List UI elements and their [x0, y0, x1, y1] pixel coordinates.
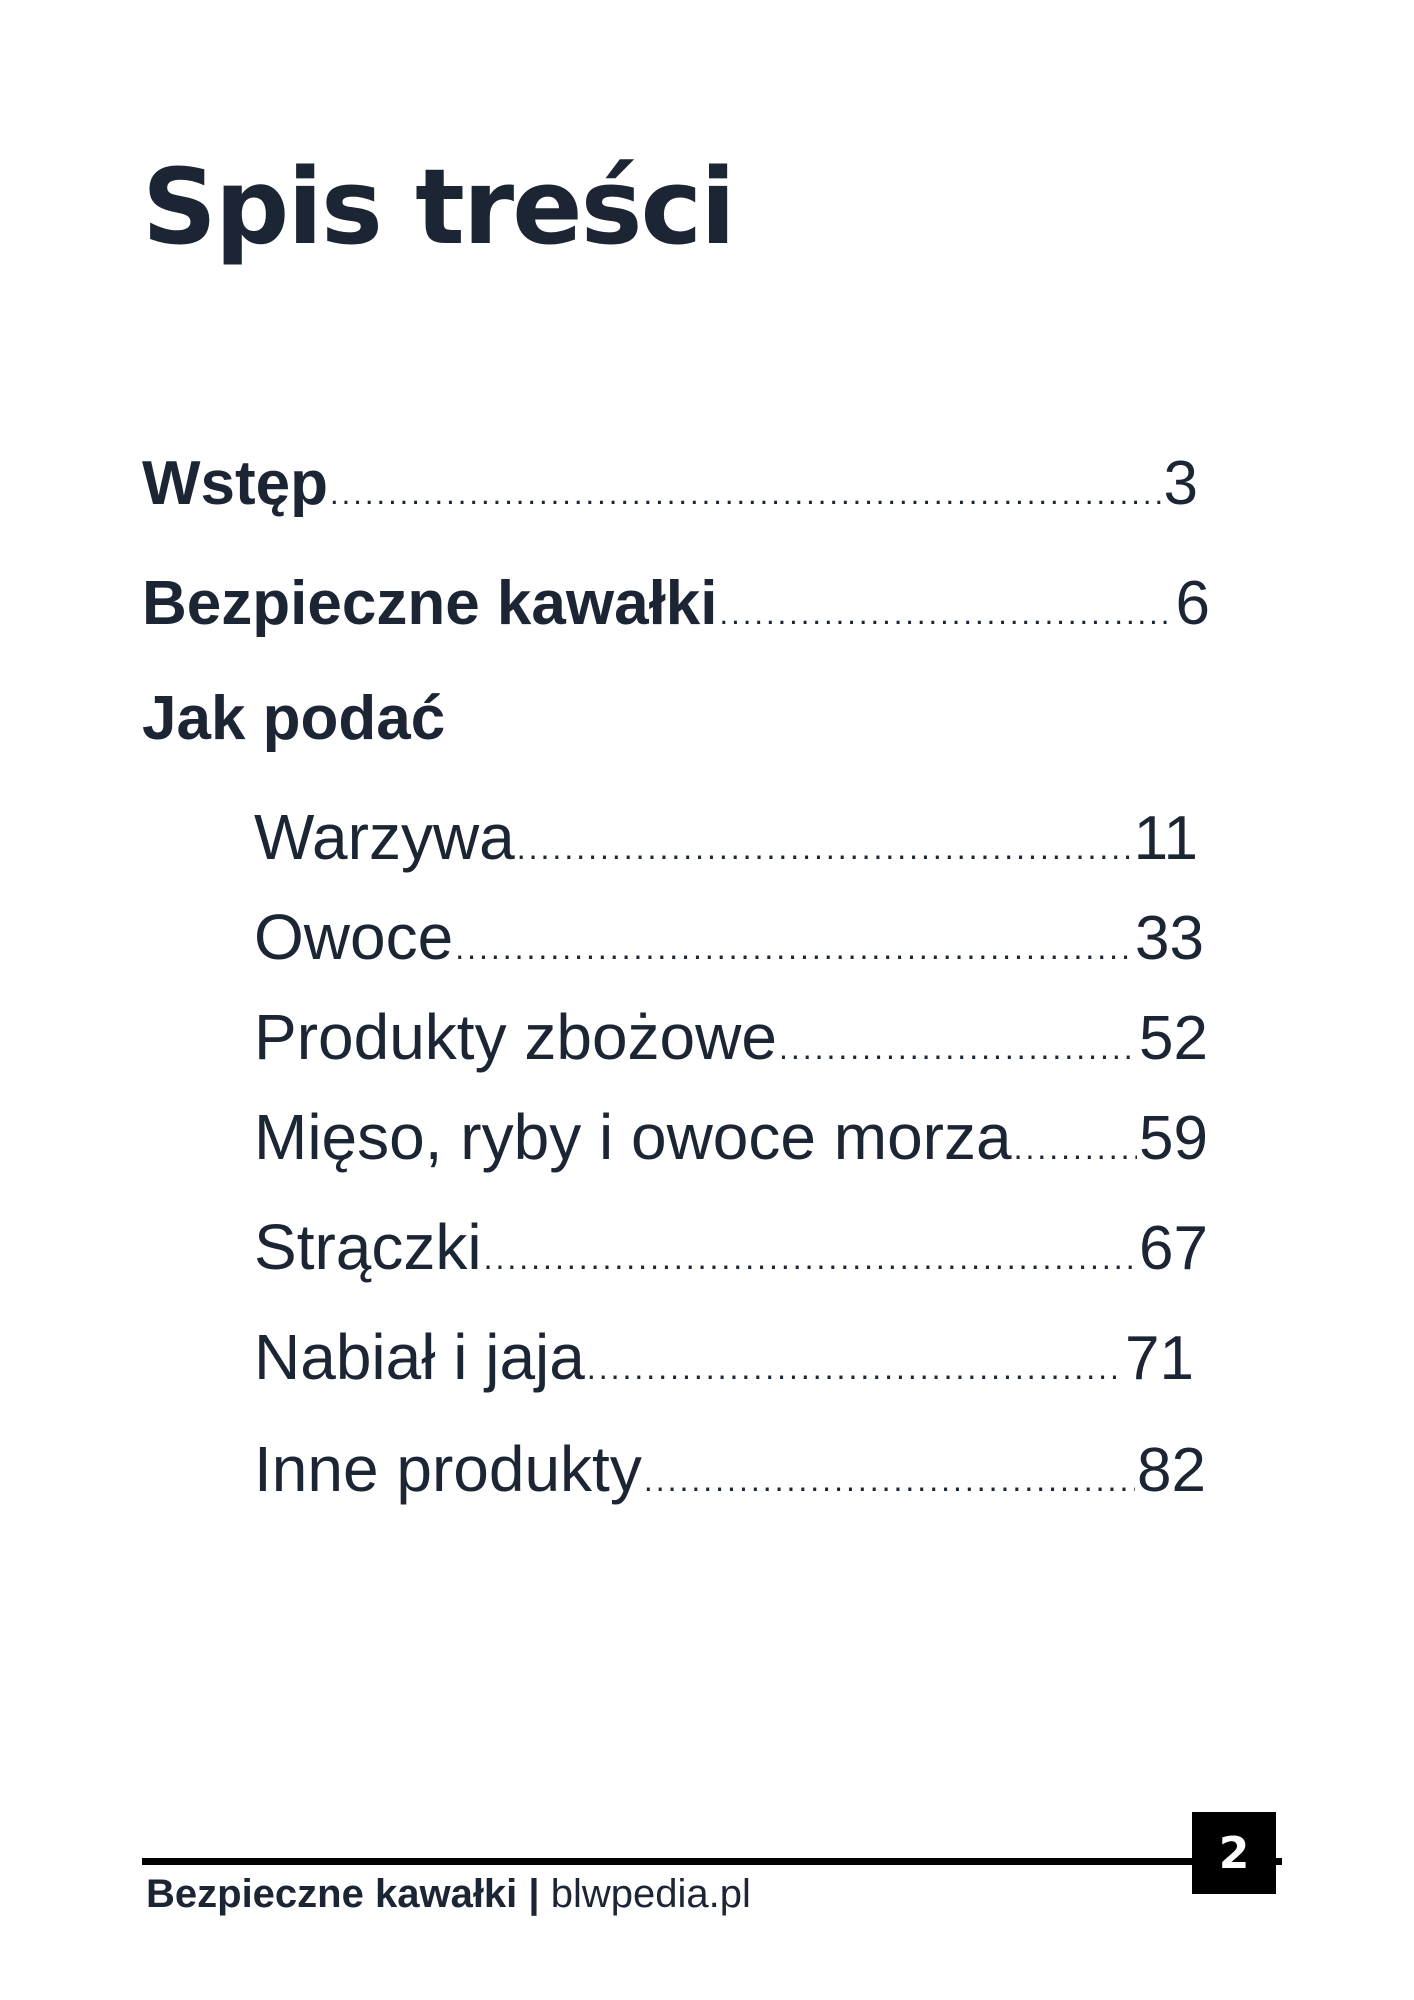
dot-leader: ........................................…	[1013, 1130, 1137, 1166]
toc-page-number: 3	[1163, 449, 1198, 518]
toc-entry-intro[interactable]: Wstęp ..................................…	[142, 448, 1198, 519]
toc-page-number: 67	[1139, 1214, 1208, 1283]
toc-entry-label: Nabiał i jaja	[254, 1321, 585, 1393]
toc-entry-dairy-eggs[interactable]: Nabiał i jaja ..........................…	[254, 1320, 1194, 1394]
toc-entry-label: Owoce	[254, 901, 454, 973]
toc-entry-meat-fish-seafood[interactable]: Mięso, ryby i owoce morza ..............…	[254, 1100, 1208, 1174]
toc-entry-legumes[interactable]: Strączki ...............................…	[254, 1210, 1208, 1284]
toc-entry-label: Produkty zbożowe	[254, 1001, 777, 1073]
dot-leader: ........................................…	[455, 930, 1133, 966]
dot-leader: ........................................…	[719, 596, 1174, 631]
dot-leader: ........................................…	[586, 1350, 1123, 1386]
dot-leader: ........................................…	[483, 1240, 1138, 1276]
toc-page-number: 33	[1135, 904, 1204, 973]
toc-entry-label: Wstęp	[142, 449, 328, 518]
toc-entry-label: Warzywa	[254, 801, 515, 873]
page-title: Spis treści	[142, 146, 736, 268]
toc-entry-grain-products[interactable]: Produkty zbożowe .......................…	[254, 1000, 1208, 1074]
toc-entry-label: Strączki	[254, 1211, 482, 1283]
page-number-badge: 2	[1192, 1812, 1276, 1894]
footer-site-link[interactable]: blwpedia.pl	[550, 1872, 751, 1916]
page-number: 2	[1218, 1827, 1250, 1879]
footer-separator: |	[528, 1872, 540, 1916]
dot-leader: ........................................…	[330, 476, 1162, 511]
section-heading-how-to-serve: Jak podać	[142, 684, 446, 753]
toc-entry-vegetables[interactable]: Warzywa ................................…	[254, 800, 1198, 874]
dot-leader: ........................................…	[778, 1030, 1137, 1066]
footer: Bezpieczne kawałki | blwpedia.pl	[146, 1872, 751, 1917]
toc-entry-label: Mięso, ryby i owoce morza	[254, 1101, 1012, 1173]
toc-page-number: 59	[1139, 1104, 1208, 1173]
footer-divider	[142, 1858, 1282, 1865]
toc-entry-fruits[interactable]: Owoce ..................................…	[254, 900, 1204, 974]
toc-page-number: 71	[1125, 1324, 1194, 1393]
toc-page-number: 6	[1175, 569, 1210, 638]
dot-leader: ........................................…	[516, 830, 1132, 866]
toc-page-number: 82	[1137, 1436, 1206, 1505]
footer-book-title: Bezpieczne kawałki	[146, 1872, 518, 1916]
toc-entry-safe-pieces[interactable]: Bezpieczne kawałki .....................…	[142, 568, 1210, 639]
toc-entry-label: Inne produkty	[254, 1433, 642, 1505]
toc-entry-other-products[interactable]: Inne produkty ..........................…	[254, 1432, 1206, 1506]
toc-entry-label: Bezpieczne kawałki	[142, 569, 718, 638]
dot-leader: ........................................…	[643, 1462, 1135, 1498]
toc-page-number: 11	[1133, 804, 1198, 873]
toc-page-number: 52	[1139, 1004, 1208, 1073]
